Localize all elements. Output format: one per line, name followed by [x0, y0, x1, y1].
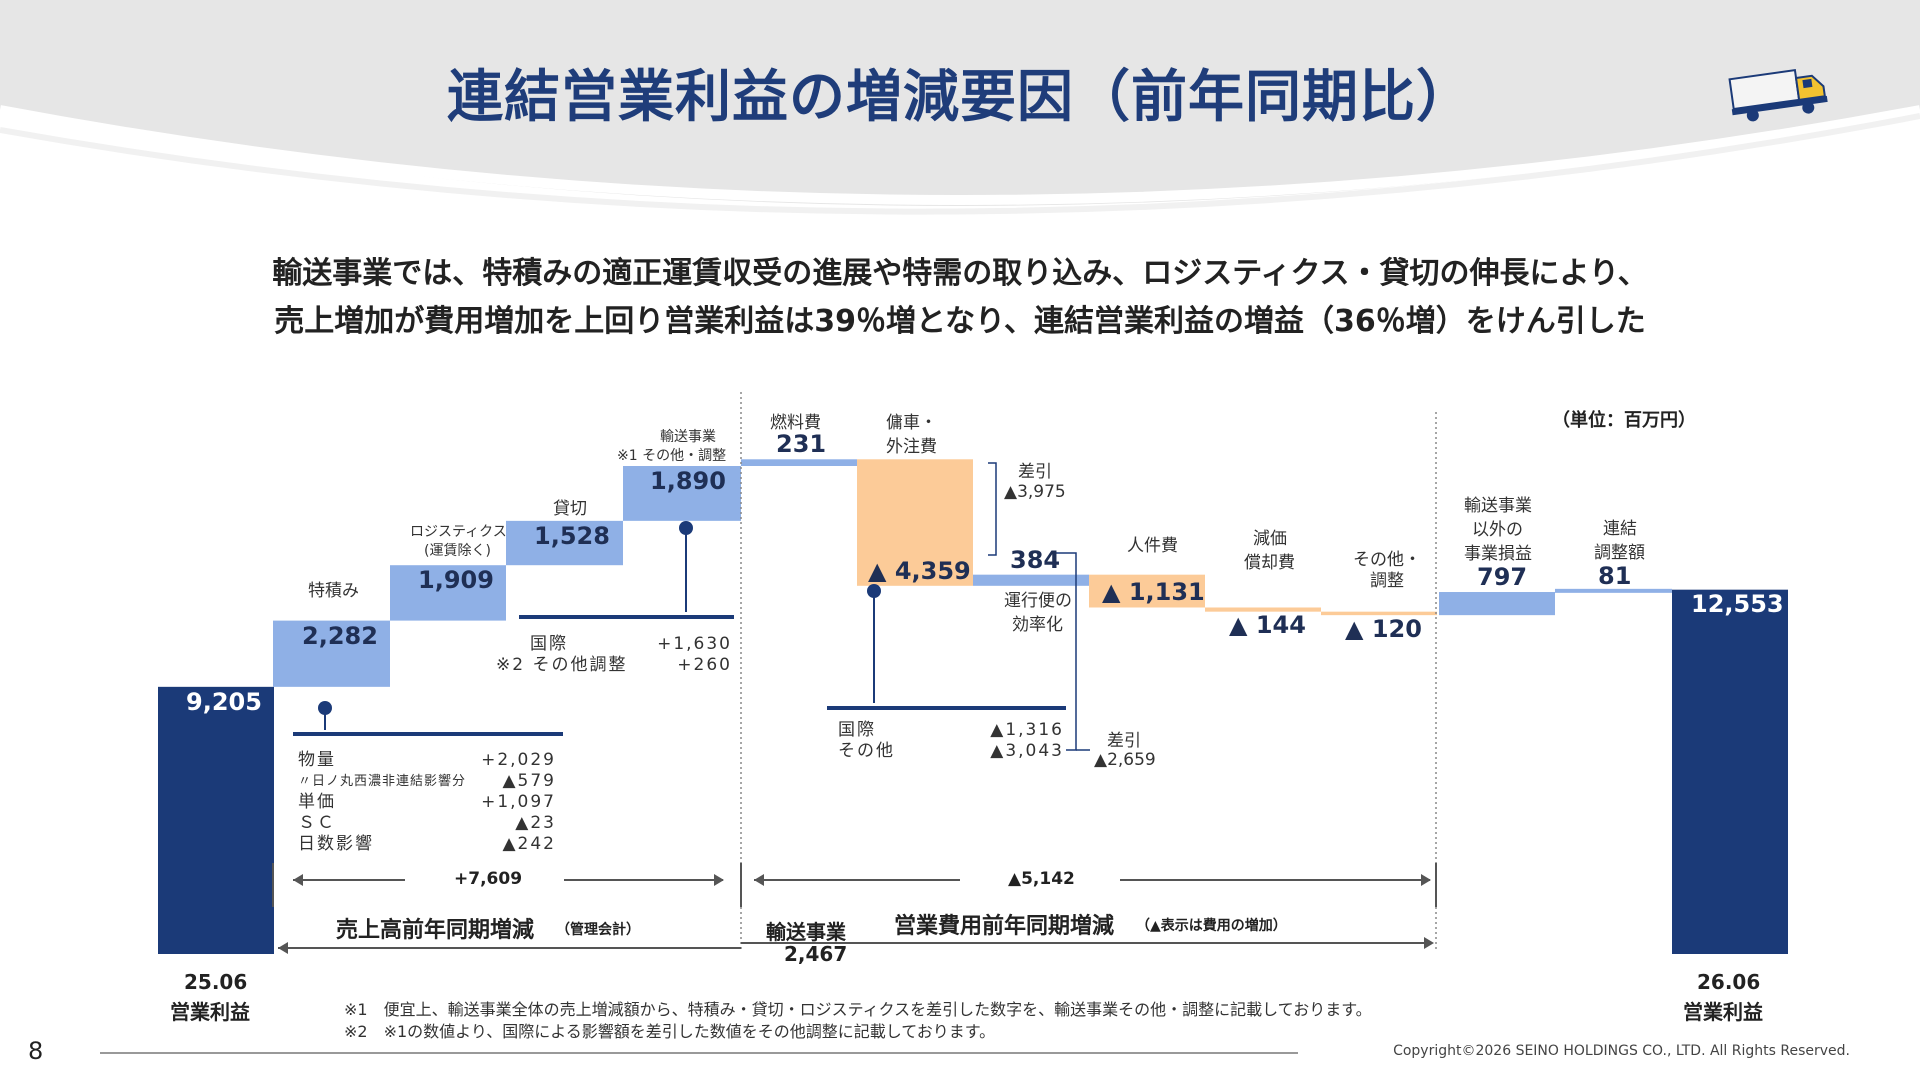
step-label-other-adj-1: その他・	[1353, 550, 1421, 570]
value-label-other: 1,890	[650, 467, 726, 495]
transport-value: 2,467	[784, 942, 848, 966]
step-label-logistics-note: (運賃除く)	[424, 543, 491, 559]
footnote-2: ※2 ※1の数値より、国際による影響額を差引した数値をその他調整に記載しておりま…	[344, 1022, 996, 1041]
bar-10	[1205, 607, 1321, 612]
bar-9	[1089, 574, 1205, 608]
sashihiki-1-label: 差引	[1018, 462, 1052, 482]
sashihiki-2-label: 差引	[1107, 731, 1141, 751]
breakdown-row: 日数影響 ▲242	[298, 834, 556, 854]
page-number: 8	[28, 1037, 44, 1065]
cost-change-value: ▲5,142	[1008, 869, 1075, 889]
bar-5	[623, 466, 741, 521]
copyright: Copyright©2026 SEINO HOLDINGS CO., LTD. …	[1393, 1043, 1850, 1059]
step-label-nontransport-3: 事業損益	[1464, 544, 1532, 564]
step-label-efficiency-2: 効率化	[1012, 615, 1063, 635]
bar-3	[390, 565, 506, 621]
step-label-other-1: 輸送事業	[660, 429, 716, 445]
sales-change-note: （管理会計）	[556, 922, 640, 938]
step-label-consolidation-2: 調整額	[1594, 543, 1645, 563]
value-label-other-adj: ▲ 120	[1345, 615, 1422, 643]
value-label-consolidation: 81	[1598, 562, 1632, 590]
value-label-nontransport: 797	[1477, 563, 1528, 591]
step-label-jinkenhi: 人件費	[1127, 536, 1178, 556]
value-label-tokuzumi: 2,282	[302, 622, 378, 650]
breakdown-row: ＳＣ ▲23	[298, 813, 556, 833]
step-label-depreciation-1: 減価	[1253, 529, 1287, 549]
value-label-kashikiri: 1,528	[534, 522, 610, 550]
step-label-consolidation-1: 連結	[1603, 519, 1637, 539]
step-label-other-2: ※1 その他・調整	[617, 448, 727, 464]
bar-1	[158, 686, 274, 954]
breakdown-row: 国際 ▲1,316	[838, 720, 1064, 740]
yosha-breakdown: 国際 ▲1,316 その他 ▲3,043	[838, 720, 1064, 762]
bar-7	[857, 459, 973, 586]
step-label-logistics: ロジスティクス	[410, 524, 507, 540]
sales-change-title: 売上高前年同期増減	[336, 918, 535, 943]
step-label-yosha-1: 傭車・	[886, 413, 937, 433]
step-label-other-adj-2: 調整	[1370, 571, 1404, 591]
subtitle-line-1: 輸送事業では、特積みの適正運賃収受の進展や特需の取り込み、ロジスティクス・貸切の…	[272, 256, 1648, 291]
bar-14	[1672, 589, 1788, 954]
step-label-efficiency-1: 運行便の	[1004, 591, 1072, 611]
breakdown-row: 〃日ノ丸西濃非連結影響分 ▲579	[298, 771, 556, 791]
cost-change-note: （▲表示は費用の増加）	[1136, 918, 1287, 934]
value-label-yosha: ▲ 4,359	[868, 557, 971, 585]
value-label-logistics: 1,909	[418, 566, 494, 594]
bar-2	[273, 620, 390, 687]
subtitle-line-2: 売上増加が費用増加を上回り営業利益は39％増となり、連結営業利益の増益（36％増…	[274, 304, 1646, 339]
bar-8	[973, 574, 1089, 586]
bar-12	[1439, 592, 1555, 616]
bar-13	[1555, 588, 1672, 593]
step-label-nontransport-2: 以外の	[1472, 520, 1523, 540]
page-title: 連結営業利益の増減要因（前年同期比）	[447, 65, 1473, 130]
step-label-start-2: 営業利益	[170, 1000, 250, 1024]
breakdown-row: 物量 +2,029	[298, 750, 556, 770]
unit-label: （単位：百万円）	[1552, 410, 1696, 431]
step-label-kashikiri: 貸切	[553, 499, 587, 519]
breakdown-row: ※2 その他調整 +260	[496, 655, 732, 675]
bar-4	[506, 520, 623, 566]
other-breakdown: 国際 +1,630 ※2 その他調整 +260	[496, 634, 732, 676]
cost-change-title: 営業費用前年同期増減	[894, 914, 1115, 939]
step-label-end-2: 営業利益	[1683, 1000, 1763, 1024]
truck-icon	[1728, 68, 1828, 122]
value-label-depreciation: ▲ 144	[1229, 611, 1306, 639]
sashihiki-2-value: ▲2,659	[1094, 750, 1156, 770]
breakdown-row: 単価 +1,097	[298, 792, 556, 812]
tokuzumi-breakdown: 物量 +2,029 〃日ノ丸西濃非連結影響分 ▲579 単価 +1,097 ＳＣ ▲23…	[298, 750, 556, 855]
value-label-efficiency: 384	[1010, 546, 1061, 574]
step-label-start-1: 25.06	[184, 970, 248, 994]
header-background	[0, 0, 1920, 215]
step-label-end-1: 26.06	[1697, 970, 1761, 994]
value-label-jinkenhi: ▲ 1,131	[1102, 578, 1205, 606]
step-label-fuel: 燃料費	[770, 413, 821, 433]
sashihiki-1-value: ▲3,975	[1004, 482, 1066, 502]
value-label-end: 12,553	[1691, 590, 1784, 618]
value-label-start: 9,205	[186, 688, 262, 716]
bar-6	[741, 459, 857, 466]
step-label-depreciation-2: 償却費	[1244, 553, 1295, 573]
sales-change-value: +7,609	[454, 869, 523, 889]
step-label-nontransport-1: 輸送事業	[1464, 496, 1532, 516]
breakdown-row: その他 ▲3,043	[838, 741, 1064, 761]
bar-11	[1321, 611, 1437, 616]
value-label-fuel: 231	[776, 430, 827, 458]
step-label-tokuzumi: 特積み	[308, 581, 359, 601]
transport-label: 輸送事業	[766, 920, 846, 944]
breakdown-row: 国際 +1,630	[530, 634, 732, 654]
step-label-yosha-2: 外注費	[886, 437, 937, 457]
footnote-1: ※1 便宜上、輸送事業全体の売上増減額から、特積み・貸切・ロジスティクスを差引し…	[344, 1000, 1372, 1019]
